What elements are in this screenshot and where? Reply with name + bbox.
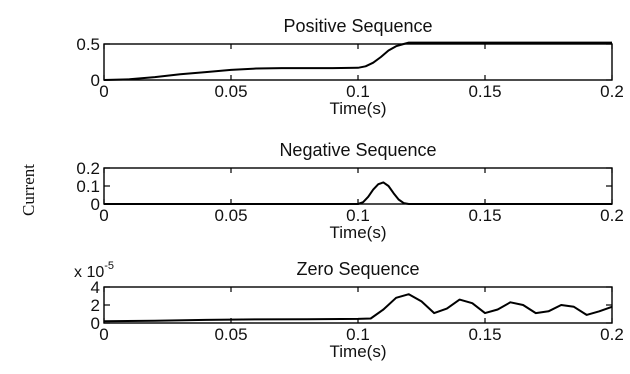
panel-title: Zero Sequence xyxy=(296,259,419,279)
x-tick-label: 0 xyxy=(99,206,108,225)
plot-area-2 xyxy=(103,167,613,205)
x-axis-label: Time(s) xyxy=(330,99,387,118)
y-tick-label: 0.5 xyxy=(76,35,100,54)
y-multiplier-label: x 10-5 xyxy=(74,260,114,281)
series-line xyxy=(103,293,613,323)
x-axis-label: Time(s) xyxy=(330,223,387,242)
x-tick-label: 0.2 xyxy=(600,325,624,344)
x-tick-label: 0.15 xyxy=(468,206,501,225)
x-tick-label: 0.1 xyxy=(346,82,370,101)
x-tick-label: 0.15 xyxy=(468,82,501,101)
y-tick-label: 0.2 xyxy=(76,159,100,178)
y-tick-label: 2 xyxy=(91,296,100,315)
series-line xyxy=(103,41,612,81)
x-tick-label: 0.05 xyxy=(214,325,247,344)
shared-y-label: Current xyxy=(19,164,38,216)
y-multiplier-base: x 10 xyxy=(74,264,104,281)
y-multiplier-exponent: -5 xyxy=(104,260,114,272)
x-tick-label: 0.1 xyxy=(346,325,370,344)
y-tick-label: 4 xyxy=(91,278,100,297)
x-tick-label: 0.2 xyxy=(600,206,624,225)
y-tick-label: 0.1 xyxy=(76,177,100,196)
x-tick-label: 0.15 xyxy=(468,325,501,344)
plot-area-3 xyxy=(103,286,613,324)
y-tick-label: 0 xyxy=(91,71,100,90)
x-axis-label: Time(s) xyxy=(330,342,387,361)
x-tick-label: 0.05 xyxy=(214,206,247,225)
panel-title: Positive Sequence xyxy=(283,16,432,36)
x-tick-label: 0 xyxy=(99,82,108,101)
x-tick-label: 0.05 xyxy=(214,82,247,101)
y-tick-label: 0 xyxy=(91,314,100,333)
x-tick-label: 0.2 xyxy=(600,82,624,101)
y-tick-label: 0 xyxy=(91,195,100,214)
x-tick-label: 0 xyxy=(99,325,108,344)
series-line xyxy=(104,181,612,205)
x-tick-label: 0.1 xyxy=(346,206,370,225)
panel-1: Positive Sequence 0 0.05 0.1 0.15 0.2 0 0.5 Time… xyxy=(76,16,623,118)
panel-title: Negative Sequence xyxy=(279,140,436,160)
